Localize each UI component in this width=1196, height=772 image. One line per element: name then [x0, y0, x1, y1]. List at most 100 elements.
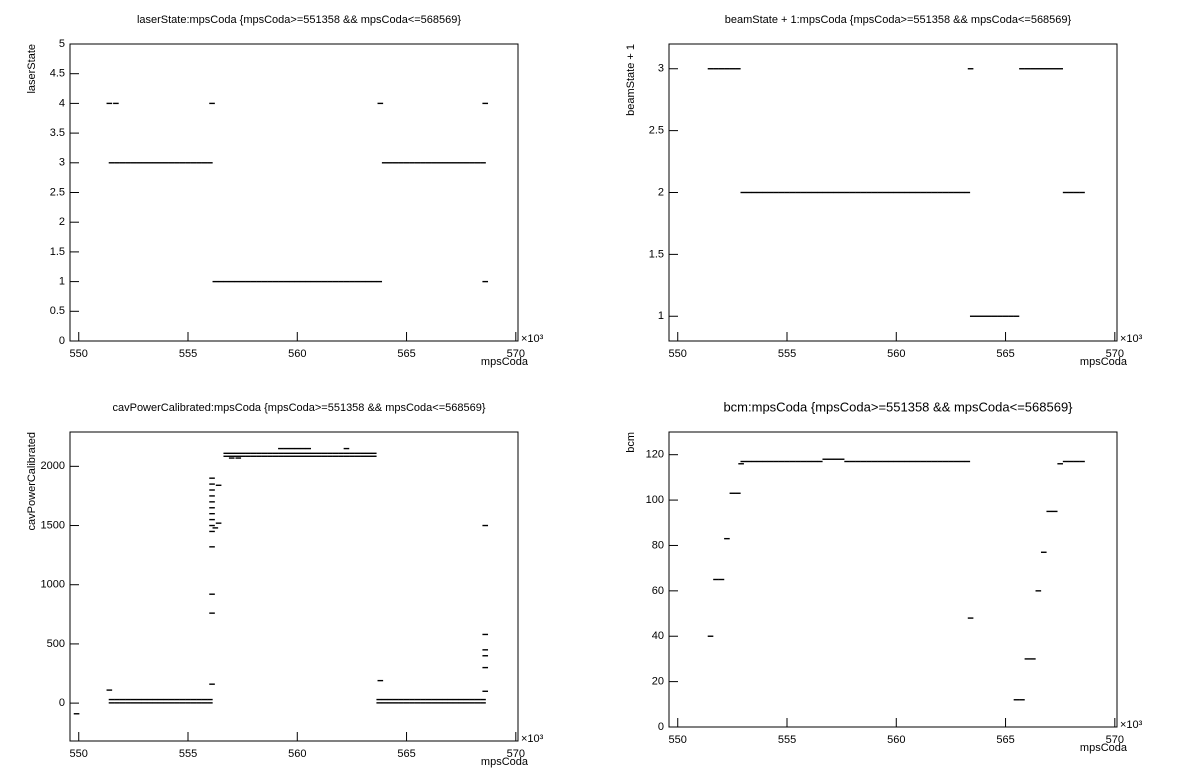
- point: [1008, 315, 1014, 317]
- point: [942, 460, 949, 463]
- point: [463, 702, 470, 704]
- y-tick-label: 5: [59, 38, 65, 50]
- point: [975, 315, 982, 317]
- point: [967, 68, 974, 70]
- point: [299, 455, 306, 457]
- point: [458, 698, 464, 701]
- point: [964, 191, 971, 194]
- point: [931, 460, 938, 463]
- point: [409, 702, 415, 704]
- point: [305, 447, 312, 450]
- point: [316, 280, 322, 283]
- point: [816, 191, 823, 194]
- point: [1040, 551, 1047, 553]
- x-axis-label: mpsCoda: [481, 356, 529, 368]
- point: [822, 458, 829, 460]
- point: [365, 455, 372, 457]
- point: [209, 593, 215, 595]
- y-axis-label: cavPowerCalibrated: [26, 432, 38, 530]
- point: [267, 280, 273, 283]
- point: [209, 524, 215, 527]
- y-tick-label: 20: [652, 676, 664, 688]
- x-tick-label: 555: [179, 748, 197, 760]
- y-axis-label: laserState: [26, 44, 38, 94]
- x-tick-label: 570: [1106, 348, 1124, 360]
- point: [756, 460, 763, 463]
- point: [414, 698, 421, 701]
- x-tick-label: 560: [887, 734, 905, 746]
- point: [745, 460, 752, 463]
- point: [452, 162, 459, 164]
- point: [190, 162, 197, 164]
- point: [377, 102, 384, 105]
- point: [209, 612, 215, 614]
- point: [469, 702, 475, 704]
- point: [376, 698, 383, 701]
- point: [119, 698, 126, 701]
- point: [969, 315, 976, 317]
- point: [190, 698, 197, 701]
- x-tick-label: 555: [778, 348, 796, 360]
- point: [370, 280, 377, 283]
- point: [480, 702, 486, 704]
- chart-title: beamState + 1:mpsCoda {mpsCoda>=551358 &…: [725, 14, 1072, 26]
- point: [114, 702, 120, 704]
- point: [1046, 68, 1053, 70]
- point: [811, 191, 818, 194]
- point: [784, 191, 790, 194]
- point: [1068, 460, 1074, 463]
- point: [272, 280, 279, 283]
- point: [806, 191, 812, 194]
- point: [729, 492, 736, 494]
- point: [305, 455, 312, 457]
- point: [152, 698, 159, 701]
- point: [964, 460, 971, 463]
- point: [294, 447, 301, 450]
- y-axis-label: beamState + 1: [625, 44, 637, 116]
- point: [474, 162, 481, 164]
- point: [272, 452, 279, 455]
- point: [1019, 68, 1025, 70]
- point: [245, 452, 251, 455]
- point: [833, 191, 839, 194]
- point: [106, 689, 113, 691]
- point: [305, 452, 312, 455]
- point: [441, 162, 448, 164]
- point: [365, 280, 372, 283]
- point: [163, 698, 169, 701]
- point: [904, 191, 911, 194]
- point: [365, 452, 372, 455]
- point: [387, 698, 393, 701]
- point: [196, 702, 202, 704]
- point: [893, 460, 900, 463]
- point: [185, 698, 191, 701]
- point: [844, 460, 850, 463]
- x-tick-label: 565: [996, 734, 1014, 746]
- point: [310, 452, 317, 455]
- point: [114, 162, 120, 164]
- chart-title: laserState:mpsCoda {mpsCoda>=551358 && m…: [137, 14, 461, 26]
- point: [436, 162, 443, 164]
- point: [458, 702, 464, 704]
- point: [452, 702, 459, 704]
- point: [223, 452, 230, 455]
- point: [937, 460, 943, 463]
- point: [349, 452, 355, 455]
- point: [1062, 460, 1069, 463]
- point: [261, 452, 268, 455]
- point: [860, 460, 867, 463]
- point: [967, 617, 974, 619]
- point: [871, 460, 878, 463]
- point: [1035, 590, 1042, 592]
- point: [469, 162, 475, 164]
- point: [209, 102, 215, 105]
- point: [209, 483, 215, 485]
- point: [1019, 699, 1025, 701]
- point: [392, 702, 399, 704]
- point: [299, 447, 306, 450]
- point: [718, 578, 725, 581]
- point: [942, 191, 949, 194]
- point: [321, 280, 328, 283]
- point: [392, 698, 399, 701]
